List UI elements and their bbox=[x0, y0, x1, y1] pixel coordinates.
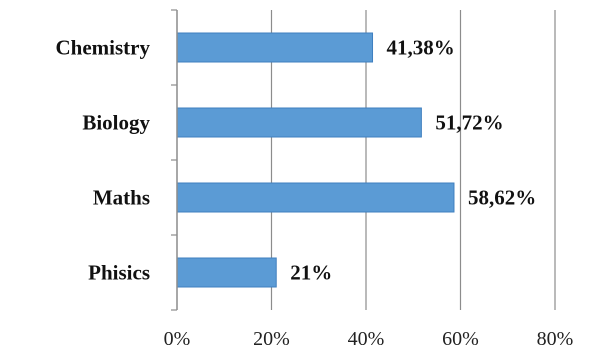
data-labels: 41,38% 51,72% 58,62% 21% bbox=[290, 36, 536, 285]
data-label-maths: 58,62% bbox=[468, 186, 536, 210]
bars bbox=[176, 32, 455, 288]
x-tick-label: 40% bbox=[348, 328, 385, 350]
category-label-biology: Biology bbox=[82, 111, 150, 135]
data-label-chemistry: 41,38% bbox=[387, 36, 455, 60]
data-label-biology: 51,72% bbox=[435, 111, 503, 135]
x-tick-label: 60% bbox=[442, 328, 479, 350]
x-tick-label: 0% bbox=[164, 328, 191, 350]
bar-phisics bbox=[176, 257, 277, 288]
data-label-phisics: 21% bbox=[290, 261, 332, 285]
category-label-maths: Maths bbox=[93, 186, 150, 210]
category-labels: Chemistry Biology Maths Phisics bbox=[56, 36, 151, 285]
x-tick-label: 80% bbox=[537, 328, 574, 350]
category-label-chemistry: Chemistry bbox=[56, 36, 151, 60]
x-tick-label: 20% bbox=[253, 328, 290, 350]
bar-chemistry bbox=[176, 32, 374, 63]
bar-biology bbox=[176, 107, 422, 138]
x-tick-labels: 0% 20% 40% 60% 80% bbox=[164, 328, 574, 350]
bar-maths bbox=[176, 182, 455, 213]
category-label-phisics: Phisics bbox=[88, 261, 150, 285]
